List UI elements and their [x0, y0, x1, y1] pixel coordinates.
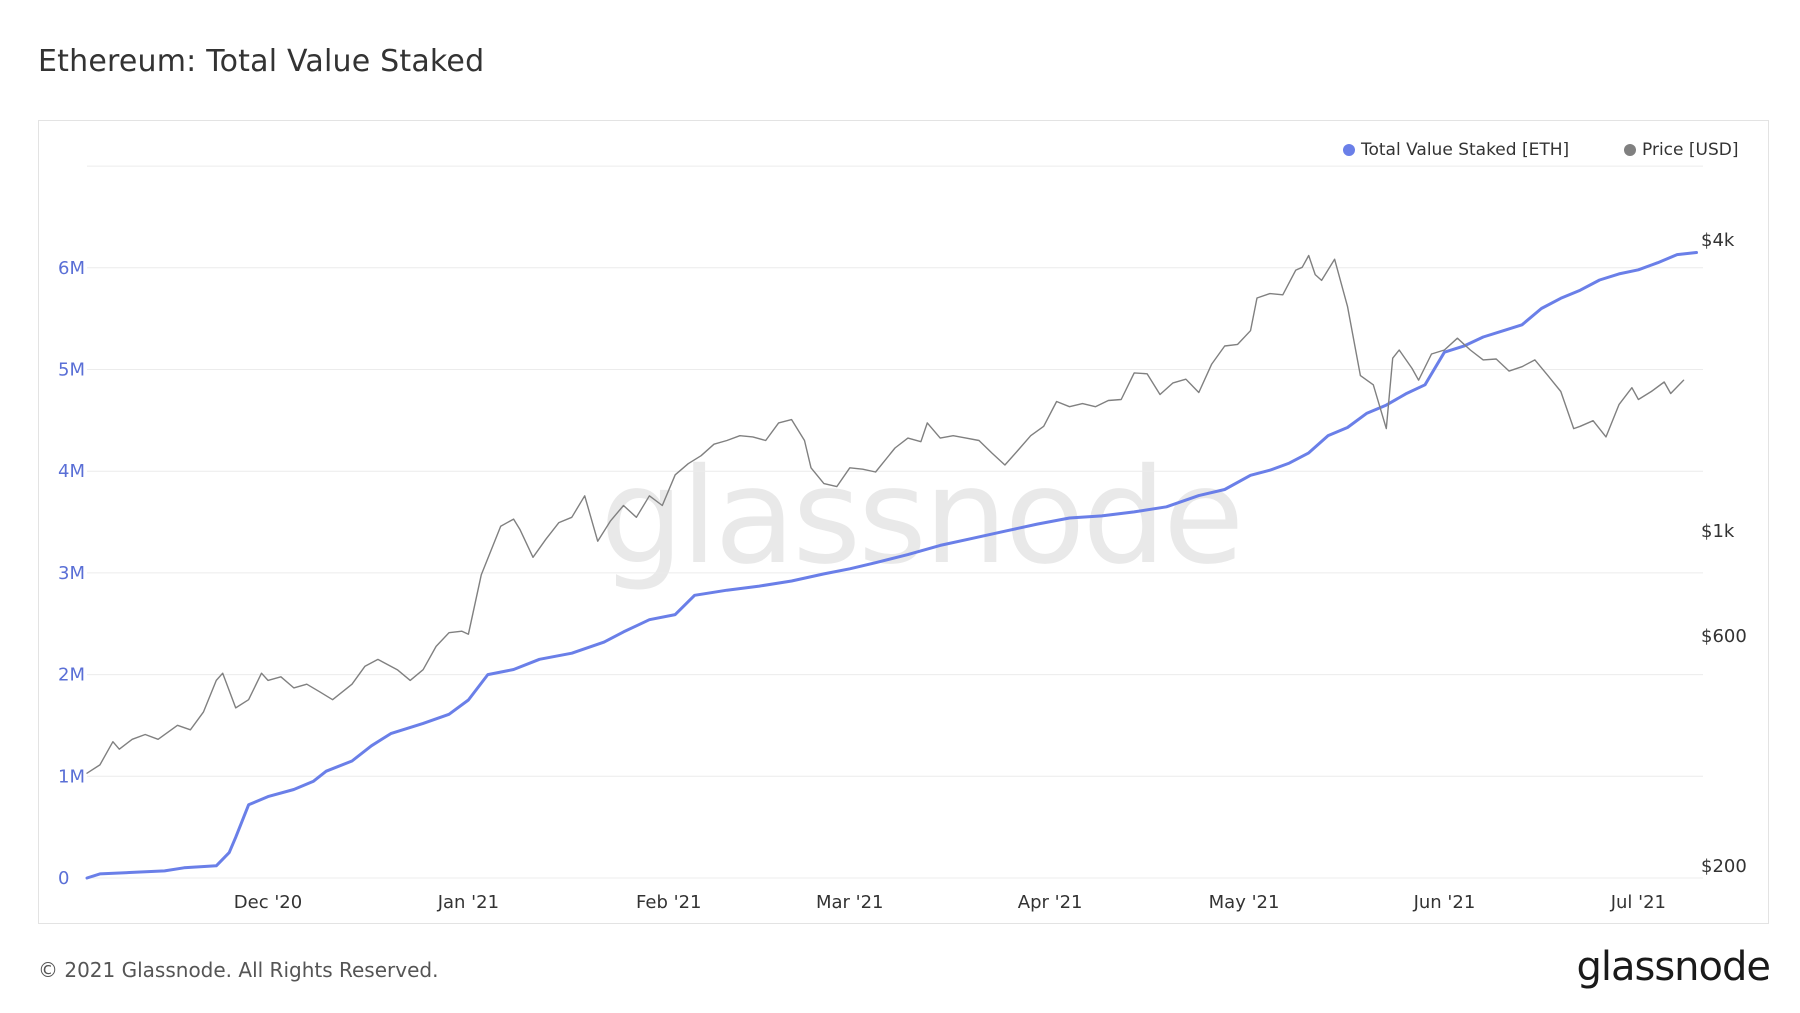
x-tick-label: Mar '21: [816, 892, 884, 913]
x-tick-label: Jul '21: [1610, 892, 1666, 913]
y-left-tick-label: 2M: [58, 665, 85, 686]
legend-dot-staked-icon: [1343, 144, 1355, 156]
series-line-total-value-staked: [85, 251, 1698, 880]
legend-dot-price-icon: [1624, 144, 1636, 156]
y-right-tick-label: $200: [1701, 856, 1747, 877]
legend-label-staked: Total Value Staked [ETH]: [1361, 140, 1570, 160]
series-line-price: [86, 254, 1685, 774]
footer-copyright: © 2021 Glassnode. All Rights Reserved.: [38, 958, 439, 982]
x-tick-label: May '21: [1209, 892, 1280, 913]
x-tick-label: Feb '21: [636, 892, 701, 913]
x-tick-label: Dec '20: [234, 892, 302, 913]
y-right-tick-label: $4k: [1701, 230, 1735, 251]
x-tick-label: Jun '21: [1413, 892, 1476, 913]
y-left-tick-label: 3M: [58, 563, 85, 584]
x-tick-label: Apr '21: [1018, 892, 1083, 913]
y-left-tick-label: 6M: [58, 258, 85, 279]
legend-label-price: Price [USD]: [1642, 140, 1739, 160]
x-tick-label: Jan '21: [437, 892, 499, 913]
page-title: Ethereum: Total Value Staked: [38, 44, 485, 79]
y-left-tick-label: 4M: [58, 461, 85, 482]
y-right-tick-label: $600: [1701, 626, 1747, 647]
brand-logo[interactable]: glassnode: [1576, 944, 1771, 990]
y-left-tick-label: 0: [58, 868, 69, 889]
legend-item-total-value-staked[interactable]: Total Value Staked [ETH]: [1343, 138, 1569, 162]
y-left-tick-label: 5M: [58, 360, 85, 381]
legend-item-price[interactable]: Price [USD]: [1624, 138, 1738, 162]
y-left-tick-label: 1M: [58, 766, 85, 787]
chart-frame: [38, 120, 1769, 924]
y-right-tick-label: $1k: [1701, 521, 1735, 542]
